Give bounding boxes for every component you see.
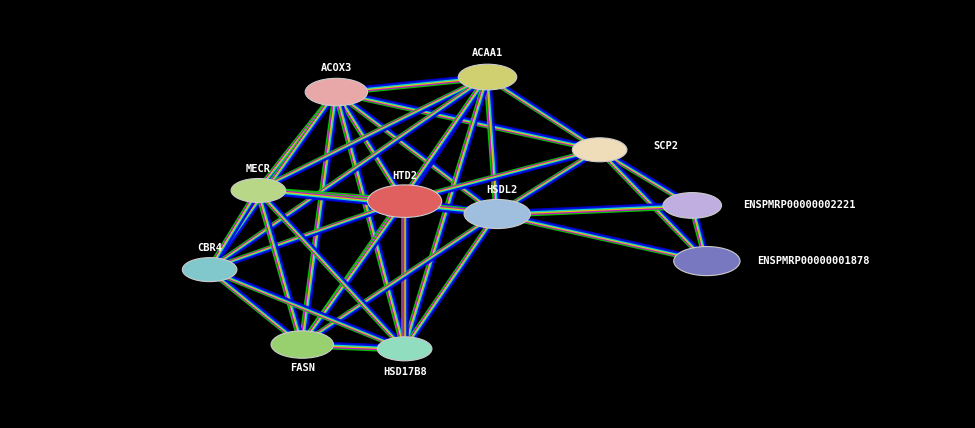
Text: FASN: FASN bbox=[290, 363, 315, 373]
Text: ACAA1: ACAA1 bbox=[472, 48, 503, 59]
Circle shape bbox=[674, 247, 740, 276]
Text: ACOX3: ACOX3 bbox=[321, 63, 352, 74]
Text: MECR: MECR bbox=[246, 164, 271, 174]
Circle shape bbox=[458, 64, 517, 90]
Text: HSD17B8: HSD17B8 bbox=[383, 367, 426, 377]
Circle shape bbox=[572, 138, 627, 162]
Text: SCP2: SCP2 bbox=[653, 140, 679, 151]
Text: ENSPMRP00000002221: ENSPMRP00000002221 bbox=[743, 200, 855, 211]
Circle shape bbox=[368, 185, 442, 217]
Circle shape bbox=[663, 193, 722, 218]
Circle shape bbox=[305, 78, 368, 106]
Circle shape bbox=[231, 178, 286, 202]
Text: HSDL2: HSDL2 bbox=[487, 185, 518, 196]
Text: HTD2: HTD2 bbox=[392, 171, 417, 181]
Circle shape bbox=[377, 337, 432, 361]
Text: CBR4: CBR4 bbox=[197, 243, 222, 253]
Circle shape bbox=[271, 331, 333, 358]
Circle shape bbox=[464, 199, 530, 229]
Text: ENSPMRP00000001878: ENSPMRP00000001878 bbox=[758, 256, 870, 266]
Circle shape bbox=[182, 258, 237, 282]
